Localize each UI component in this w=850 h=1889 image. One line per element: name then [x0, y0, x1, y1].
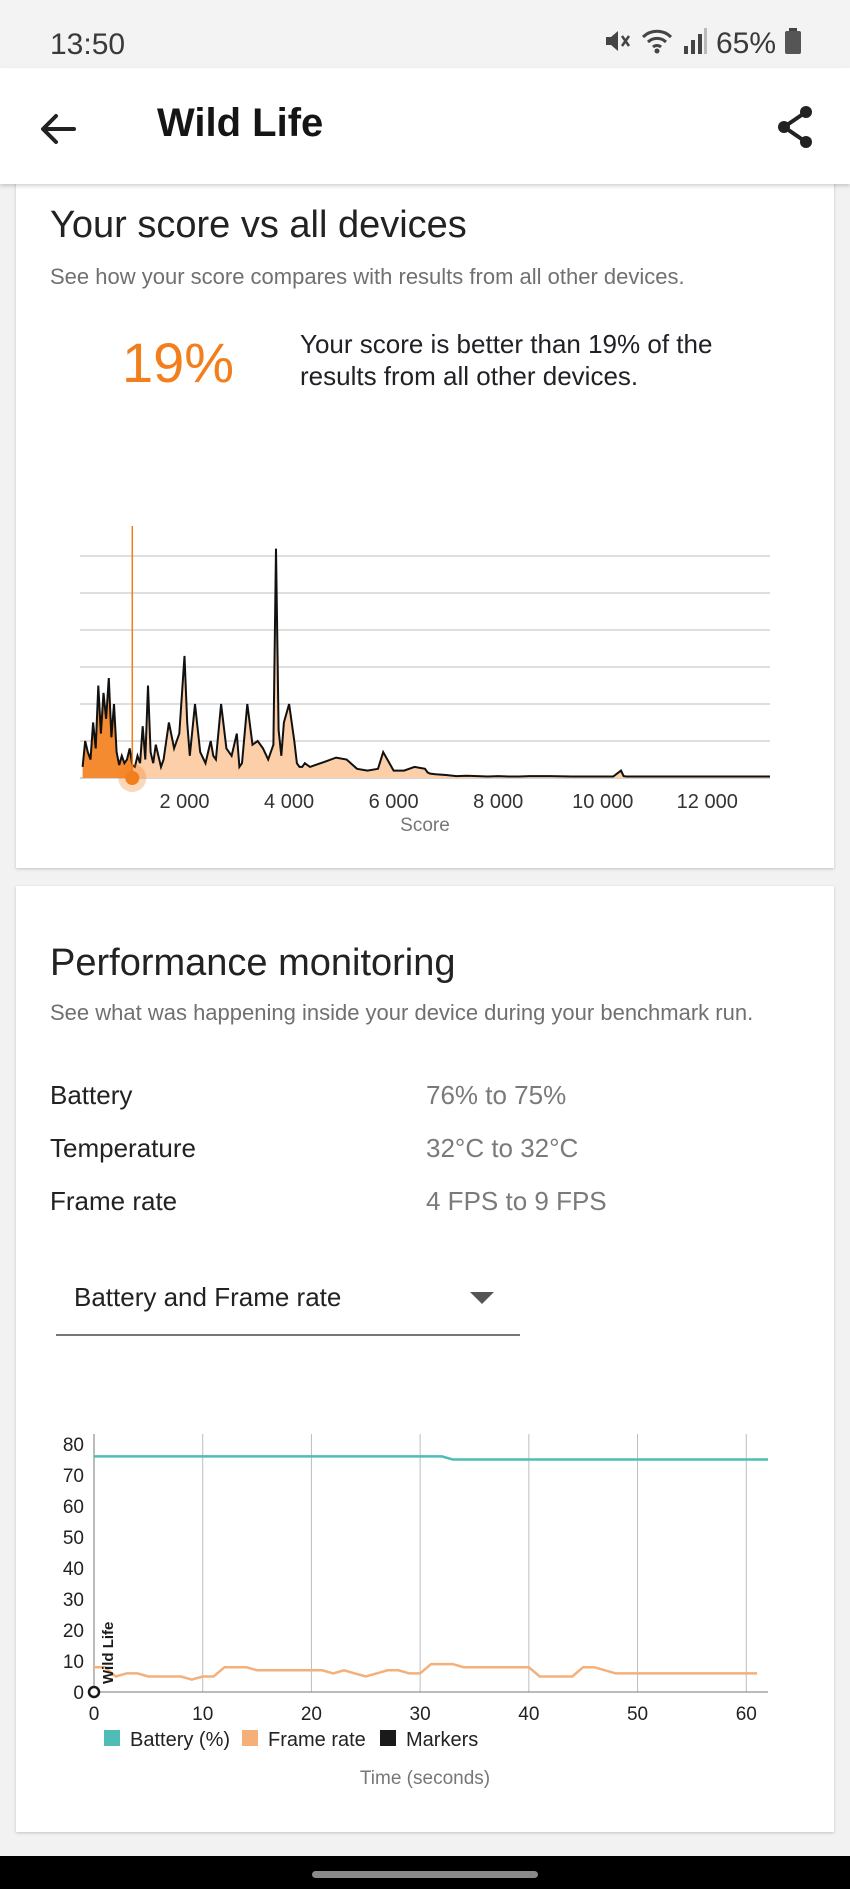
- score-distribution-chart: 2 000 4 000 6 000 8 000 10 000 12 000 Score: [80, 526, 771, 836]
- x-tick-label: 6 000: [369, 791, 419, 813]
- perf-card-title: Performance monitoring: [50, 942, 456, 984]
- arrow-left-icon: [41, 114, 76, 144]
- perf-card-subtitle: See what was happening inside your devic…: [50, 1000, 754, 1025]
- legend-label: Battery (%): [130, 1729, 230, 1751]
- legend-item: Frame rate: [242, 1729, 366, 1751]
- y-tick-label: 40: [63, 1559, 84, 1580]
- x-tick-label: 30: [410, 1704, 431, 1725]
- y-tick-label: 0: [73, 1683, 84, 1704]
- x-tick-label: 0: [89, 1704, 100, 1725]
- y-tick-label: 30: [63, 1590, 84, 1611]
- percentile-description: Your score is better than 19% of the res…: [300, 329, 713, 391]
- chart-selector-dropdown[interactable]: Battery and Frame rate: [56, 1260, 520, 1336]
- page-title: Wild Life: [157, 101, 324, 145]
- legend-swatch: [380, 1730, 396, 1746]
- legend-item: Battery (%): [104, 1729, 230, 1751]
- y-tick-label: 10: [63, 1652, 84, 1673]
- stat-label: Frame rate: [50, 1186, 178, 1216]
- share-button[interactable]: [770, 102, 820, 152]
- score-card-subtitle: See how your score compares with results…: [50, 264, 685, 289]
- percentile-value: 19%: [122, 331, 235, 394]
- stat-label: Temperature: [50, 1133, 196, 1163]
- x-tick-label: 50: [627, 1704, 648, 1725]
- score-card-title: Your score vs all devices: [50, 204, 467, 246]
- legend-label: Markers: [406, 1729, 478, 1751]
- battery-icon: [784, 26, 802, 61]
- distribution-outline: [81, 548, 770, 778]
- wifi-icon: [640, 26, 674, 61]
- legend-swatch: [242, 1730, 258, 1746]
- x-tick-label: 12 000: [677, 791, 738, 813]
- battery-percentage: 65%: [715, 26, 776, 60]
- x-tick-label: 10: [192, 1704, 213, 1725]
- stat-value: 32°C to 32°C: [426, 1133, 579, 1163]
- dropdown-selected-value: Battery and Frame rate: [74, 1282, 342, 1312]
- y-tick-label: 80: [63, 1435, 84, 1456]
- performance-chart: Wild Life 0 10 20 30 40 50 60 70 80 0 10 20 30 40 50 60…: [63, 1434, 768, 1789]
- signal-icon: [682, 26, 708, 61]
- dropdown-caret-icon: [470, 1292, 494, 1304]
- share-icon: [778, 106, 812, 148]
- x-tick-label: 20: [301, 1704, 322, 1725]
- app-bar: Wild Life: [0, 68, 850, 184]
- x-tick-label: 4 000: [264, 791, 314, 813]
- performance-monitoring-card: Performance monitoring See what was happ…: [16, 886, 834, 1832]
- y-tick-label: 20: [63, 1621, 84, 1642]
- y-tick-label: 70: [63, 1466, 84, 1487]
- stat-label: Battery: [50, 1080, 133, 1110]
- legend-label: Frame rate: [268, 1729, 366, 1751]
- series-line: [94, 1455, 768, 1461]
- stat-value: 76% to 75%: [426, 1080, 567, 1110]
- home-gesture-pill[interactable]: [312, 1871, 538, 1878]
- y-tick-label: 60: [63, 1497, 84, 1518]
- your-score-marker: [125, 771, 140, 785]
- marker-label: Wild Life: [100, 1622, 117, 1684]
- status-icons: 65%: [602, 26, 802, 61]
- legend-swatch: [104, 1730, 120, 1746]
- x-tick-label: 60: [736, 1704, 757, 1725]
- x-tick-label: 40: [518, 1704, 539, 1725]
- mute-icon: [602, 26, 632, 61]
- series-line: [94, 1662, 758, 1681]
- x-tick-label: 2 000: [160, 791, 210, 813]
- navigation-bar: [0, 1856, 850, 1889]
- score-comparison-card: Your score vs all devices See how your s…: [16, 170, 834, 868]
- x-tick-label: 8 000: [473, 791, 523, 813]
- stat-value: 4 FPS to 9 FPS: [426, 1186, 607, 1216]
- x-axis-label: Time (seconds): [360, 1768, 490, 1789]
- legend-item: Markers: [380, 1729, 478, 1751]
- y-tick-label: 50: [63, 1528, 84, 1549]
- back-button[interactable]: [34, 104, 84, 154]
- x-tick-label: 10 000: [572, 791, 633, 813]
- marker-point: [87, 1685, 101, 1699]
- your-score-area: [82, 678, 133, 778]
- x-axis-label: Score: [400, 815, 450, 836]
- status-time: 13:50: [50, 28, 126, 61]
- status-bar: 13:50 65%: [0, 0, 850, 68]
